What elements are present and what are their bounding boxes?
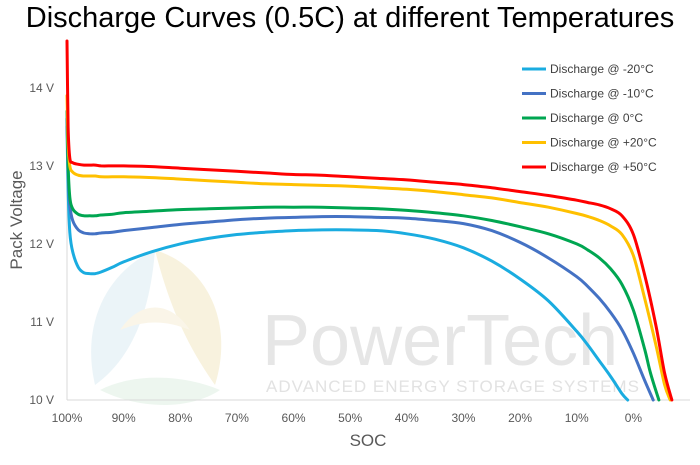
x-tick-label: 50% xyxy=(338,411,362,425)
series-line xyxy=(65,125,630,402)
y-tick-label: 13 V xyxy=(29,159,54,173)
y-tick-label: 12 V xyxy=(29,237,54,251)
x-tick-label: 40% xyxy=(395,411,419,425)
legend: Discharge @ -20°C Discharge @ -10°C Discha… xyxy=(522,62,657,174)
series-line xyxy=(65,117,655,402)
x-tick-label: 20% xyxy=(508,411,532,425)
x-tick-label: 10% xyxy=(565,411,589,425)
series-line xyxy=(65,94,672,402)
watermark: PowerTech ADVANCED ENERGY STORAGE SYSTEM… xyxy=(91,250,640,405)
x-tick-label: 0% xyxy=(625,411,643,425)
x-axis-title: SOC xyxy=(350,431,387,450)
x-tick-label: 60% xyxy=(282,411,306,425)
series-line xyxy=(65,39,674,402)
watermark-brand: PowerTech xyxy=(262,301,618,381)
x-tick-label: 90% xyxy=(112,411,136,425)
x-tick-labels: 100% 90% 80% 70% 60% 50% 40% 30% 20% 10% 0% xyxy=(52,411,643,425)
legend-label: Discharge @ +50°C xyxy=(550,160,657,174)
x-tick-label: 80% xyxy=(168,411,192,425)
chart-title: Discharge Curves (0.5C) at different Tem… xyxy=(25,2,675,34)
y-axis-title: Pack Voltage xyxy=(7,170,26,269)
y-tick-labels: 10 V 11 V 12 V 13 V 14 V xyxy=(29,81,54,407)
y-tick-label: 11 V xyxy=(30,315,54,329)
legend-label: Discharge @ 0°C xyxy=(550,111,643,125)
series-lines xyxy=(65,39,674,402)
x-tick-label: 30% xyxy=(451,411,475,425)
powertech-logo-icon xyxy=(91,250,222,405)
legend-label: Discharge @ -10°C xyxy=(550,87,654,101)
legend-label: Discharge @ +20°C xyxy=(550,136,657,150)
y-tick-label: 14 V xyxy=(29,81,54,95)
x-tick-label: 100% xyxy=(52,411,83,425)
y-tick-label: 10 V xyxy=(29,393,54,407)
watermark-tagline: ADVANCED ENERGY STORAGE SYSTEMS xyxy=(266,377,640,396)
legend-label: Discharge @ -20°C xyxy=(550,62,654,76)
series-line xyxy=(65,109,661,402)
x-tick-label: 70% xyxy=(225,411,249,425)
